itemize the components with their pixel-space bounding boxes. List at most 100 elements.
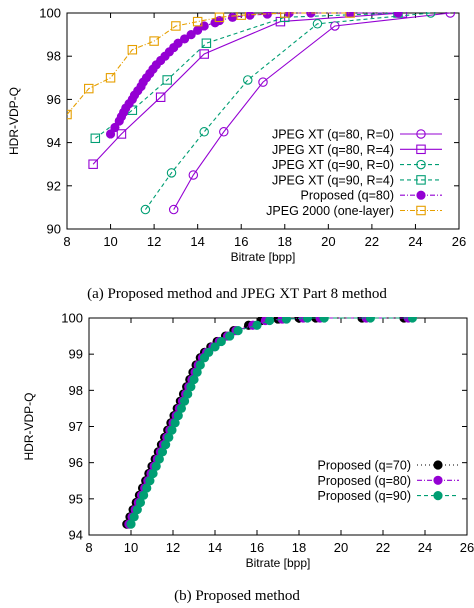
- data-point: [365, 317, 375, 323]
- series-2: [140, 12, 436, 215]
- legend-label: Proposed (q=70): [318, 459, 411, 473]
- data-point: [258, 77, 268, 87]
- legend-label: JPEG XT (q=90, R=0): [272, 158, 394, 172]
- series-line: [173, 12, 451, 210]
- data-point: [166, 168, 177, 178]
- legend-label: JPEG 2000 (one-layer): [266, 204, 394, 218]
- y-tick-label: 99: [69, 347, 83, 362]
- legend-label: JPEG XT (q=90, R=4): [272, 173, 394, 187]
- data-point: [243, 75, 253, 85]
- data-point: [199, 49, 209, 59]
- x-axis-label: Bitrate [bpp]: [231, 250, 296, 264]
- data-point: [105, 129, 116, 139]
- data-point: [319, 317, 329, 323]
- legend-marker: [416, 175, 426, 185]
- x-tick-label: 10: [103, 234, 117, 249]
- legend-label: JPEG XT (q=80, R=0): [272, 128, 394, 142]
- data-point: [236, 12, 246, 20]
- figure-caption: (b) Proposed method: [174, 588, 300, 604]
- y-tick-label: 94: [69, 528, 83, 543]
- legend-marker: [433, 490, 443, 501]
- data-point: [204, 347, 214, 357]
- x-tick-label: 26: [460, 540, 474, 555]
- data-point: [199, 127, 209, 137]
- x-tick-label: 20: [321, 234, 335, 249]
- y-tick-label: 90: [47, 222, 61, 237]
- legend-label: Proposed (q=80): [301, 189, 394, 203]
- series-5: [67, 12, 355, 120]
- x-tick-label: 12: [166, 540, 180, 555]
- data-point: [168, 204, 179, 215]
- data-point: [195, 360, 205, 370]
- series-line: [67, 12, 351, 115]
- data-point: [214, 12, 225, 23]
- data-point: [116, 129, 127, 139]
- x-tick-label: 18: [292, 540, 306, 555]
- y-axis-label: HDR-VDP-Q: [7, 87, 21, 155]
- data-point: [233, 326, 243, 336]
- x-axis-label: Bitrate [bpp]: [246, 556, 311, 570]
- x-tick-label: 10: [124, 540, 138, 555]
- data-point: [393, 12, 403, 18]
- y-tick-label: 96: [47, 92, 61, 107]
- data-point: [252, 320, 262, 330]
- data-point: [201, 38, 212, 48]
- x-tick-label: 22: [376, 540, 390, 555]
- x-tick-label: 8: [63, 234, 70, 249]
- x-tick-label: 14: [190, 234, 204, 249]
- data-point: [155, 92, 166, 102]
- series-2: [126, 317, 417, 529]
- series-0: [168, 12, 456, 215]
- data-point: [216, 336, 226, 347]
- data-point: [140, 204, 151, 215]
- data-point: [192, 16, 203, 27]
- legend-marker: [416, 144, 426, 155]
- y-tick-label: 97: [69, 419, 83, 434]
- x-tick-label: 20: [334, 540, 348, 555]
- x-tick-label: 14: [208, 540, 222, 555]
- x-tick-label: 8: [85, 540, 92, 555]
- figure-caption: (a) Proposed method and JPEG XT Part 8 m…: [87, 286, 387, 302]
- data-point: [84, 83, 94, 94]
- plot-frame: [66, 12, 460, 230]
- data-point: [88, 159, 98, 169]
- y-axis-label: HDR-VDP-Q: [22, 393, 36, 461]
- x-tick-label: 24: [408, 234, 422, 249]
- data-point: [345, 12, 355, 18]
- x-tick-label: 16: [250, 540, 264, 555]
- data-point: [127, 44, 138, 55]
- legend-marker: [433, 475, 443, 485]
- legend-label: JPEG XT (q=80, R=4): [272, 143, 394, 157]
- data-point: [280, 12, 290, 18]
- x-tick-label: 26: [452, 234, 466, 249]
- series-4: [105, 12, 403, 139]
- data-point: [425, 12, 436, 18]
- legend-marker: [416, 159, 426, 170]
- legend-marker: [416, 205, 426, 216]
- legend-marker: [416, 129, 426, 139]
- x-tick-label: 18: [278, 234, 292, 249]
- data-point: [173, 38, 183, 48]
- y-tick-label: 96: [69, 455, 83, 470]
- legend-marker: [416, 190, 426, 200]
- y-tick-label: 95: [69, 491, 83, 506]
- data-point: [162, 75, 172, 85]
- legend-marker: [433, 460, 443, 470]
- data-point: [188, 170, 199, 180]
- data-point: [186, 29, 196, 40]
- y-tick-label: 94: [47, 135, 61, 150]
- y-tick-label: 98: [69, 383, 83, 398]
- data-point: [225, 331, 235, 341]
- data-point: [171, 21, 181, 31]
- data-point: [210, 342, 220, 352]
- data-point: [445, 12, 456, 18]
- data-point: [227, 12, 238, 22]
- y-tick-label: 92: [47, 178, 61, 193]
- data-point: [265, 317, 275, 326]
- series-line: [144, 12, 431, 210]
- data-point: [330, 21, 340, 31]
- x-tick-label: 16: [234, 234, 248, 249]
- data-point: [110, 122, 120, 133]
- data-point: [345, 12, 355, 18]
